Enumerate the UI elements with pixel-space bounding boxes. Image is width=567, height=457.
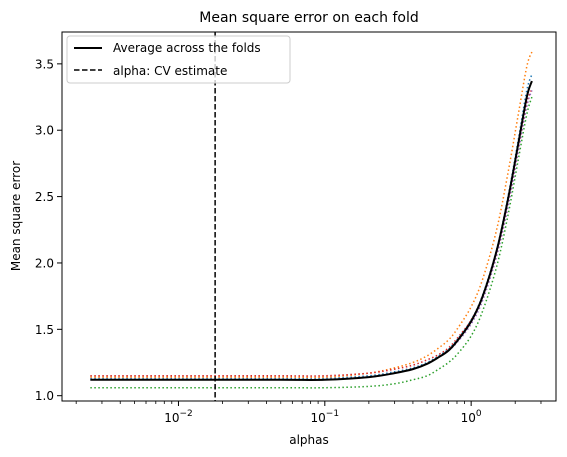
y-tick-label: 3.5: [35, 57, 54, 71]
fold-line-3: [90, 96, 533, 389]
fold-line-2: [90, 51, 533, 379]
y-tick-label: 3.0: [35, 124, 54, 138]
plot-area: [90, 32, 533, 401]
y-tick-label: 1.5: [35, 323, 54, 337]
y-axis-label: Mean square error: [9, 161, 23, 271]
axes-frame: [61, 31, 557, 402]
legend: Average across the folds alpha: CV estim…: [66, 35, 291, 84]
x-tick-label: 10−2: [164, 409, 193, 425]
x-tick-label: 10−1: [311, 409, 340, 425]
x-axis: 10−2 10−1 100: [75, 401, 542, 425]
y-axis: 1.0 1.5 2.0 2.5 3.0 3.5: [35, 57, 62, 403]
y-tick-label: 2.0: [35, 256, 54, 270]
fold-line-5: [90, 90, 533, 381]
y-tick-label: 1.0: [35, 389, 54, 403]
x-axis-label: alphas: [289, 433, 329, 447]
average-line: [90, 80, 533, 381]
legend-label-cv: alpha: CV estimate: [113, 64, 227, 78]
x-tick-label: 100: [461, 409, 482, 425]
legend-label-average: Average across the folds: [113, 41, 261, 55]
y-tick-label: 2.5: [35, 190, 54, 204]
legend-box: [66, 35, 291, 84]
chart-title: Mean square error on each fold: [199, 10, 418, 26]
